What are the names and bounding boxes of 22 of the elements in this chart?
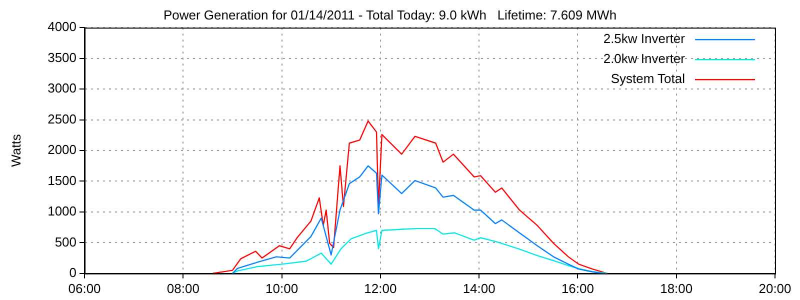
x-tick-label: 06:00	[68, 280, 101, 296]
x-tick-label: 20:00	[758, 280, 792, 296]
y-tick-label: 1500	[48, 172, 77, 188]
y-tick-label: 3500	[48, 50, 77, 65]
y-axis-title: Watts	[8, 134, 24, 167]
x-tick-label: 10:00	[266, 280, 298, 296]
x-tick-label: 08:00	[166, 280, 200, 296]
y-tick-label: 3000	[48, 80, 77, 96]
legend-label: 2.0kw Inverter	[603, 51, 686, 66]
x-tick-label: 16:00	[561, 280, 594, 296]
y-tick-label: 2500	[48, 111, 77, 126]
legend-label: System Total	[610, 71, 686, 86]
legend-label: 2.5kw Inverter	[603, 31, 686, 46]
y-tick-label: 1000	[48, 204, 77, 219]
x-tick-label: 18:00	[660, 280, 693, 296]
chart-title: Power Generation for 01/14/2011 - Total Today: 9.0 kWh Lifetime: 7.609 MWh	[163, 7, 617, 22]
y-tick-label: 4000	[48, 19, 77, 34]
x-tick-label: 12:00	[364, 280, 397, 296]
y-tick-label: 500	[54, 234, 77, 250]
x-tick-label: 14:00	[462, 280, 496, 296]
y-tick-label: 0	[69, 264, 77, 280]
y-tick-label: 2000	[48, 142, 77, 158]
